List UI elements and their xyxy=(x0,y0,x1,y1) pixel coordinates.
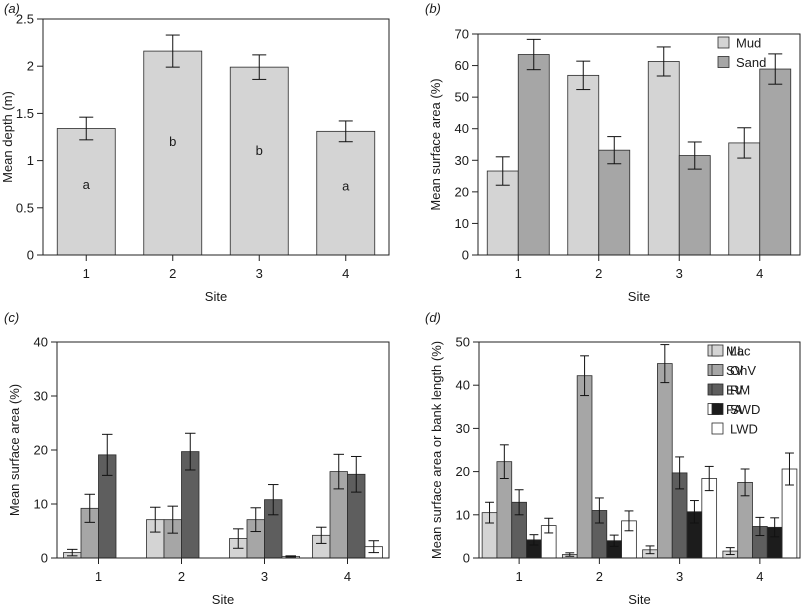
plot-frame xyxy=(42,18,390,256)
bar-ohv-site-2 xyxy=(576,375,593,559)
panel-label: (d) xyxy=(425,310,441,325)
y-tick-label: 0 xyxy=(462,248,469,263)
y-tick-label: 60 xyxy=(455,58,469,73)
y-tick-label: 1.5 xyxy=(16,106,34,121)
y-tick-label: 1 xyxy=(27,153,34,168)
y-tick-label: 2.5 xyxy=(16,12,34,27)
legend-label-ohv: OhV xyxy=(730,363,756,378)
y-axis-title: Mean surface area (%) xyxy=(7,384,22,516)
plot-frame xyxy=(56,341,390,559)
panel-label: (c) xyxy=(4,310,19,325)
legend-label-ll: LL xyxy=(730,344,744,359)
legend-swatch-sand xyxy=(717,56,730,68)
legend-label-sv: SV xyxy=(726,363,744,378)
significance-letter: b xyxy=(256,143,263,158)
x-axis-title: Site xyxy=(628,592,650,607)
y-tick-label: 0 xyxy=(41,551,48,566)
legend-swatch-swd xyxy=(711,403,724,415)
y-tick-label: 40 xyxy=(34,335,48,350)
x-axis-title: Site xyxy=(628,289,650,304)
legend-swatch-ohv xyxy=(711,364,724,376)
panel-a: (a) 0 0.5 1 1.5 2 2.5 1 2 3 4 Site Mean depth (m) a b b… xyxy=(0,1,390,304)
y-tick-label: 30 xyxy=(34,389,48,404)
y-tick-label: 30 xyxy=(456,421,470,436)
x-tick-label: 3 xyxy=(256,266,263,281)
y-axis-title: Mean surface area or bank length (%) xyxy=(429,341,444,559)
y-axis-title: Mean depth (m) xyxy=(0,91,15,183)
y-tick-label: 0.5 xyxy=(16,200,34,215)
bar-value-site-1 xyxy=(56,128,116,256)
x-axis-title: Site xyxy=(212,592,234,607)
bar-sand-site-3 xyxy=(678,155,711,256)
y-tick-label: 10 xyxy=(34,497,48,512)
bar-mud-site-3 xyxy=(647,61,680,256)
y-tick-label: 20 xyxy=(34,443,48,458)
y-tick-label: 70 xyxy=(455,27,469,42)
x-tick-label: 2 xyxy=(595,266,602,281)
x-tick-label: 1 xyxy=(95,569,102,584)
bar-mud-site-2 xyxy=(567,74,600,256)
legend-label-mac: Mac xyxy=(726,344,751,359)
y-tick-label: 10 xyxy=(455,216,469,231)
legend-label-lwd: LWD xyxy=(730,422,758,437)
x-tick-label: 3 xyxy=(261,569,268,584)
y-tick-label: 20 xyxy=(455,184,469,199)
bar-sand-site-2 xyxy=(598,149,631,256)
panel-b: (b) 0 10 20 30 40 50 60 70 1 2 3 4 Site Mean surface a… xyxy=(425,1,801,304)
legend-label-sand: Sand xyxy=(736,55,766,70)
legend-label-swd: SWD xyxy=(730,402,760,417)
x-tick-label: 1 xyxy=(516,569,523,584)
x-tick-label: 4 xyxy=(756,266,763,281)
y-tick-label: 50 xyxy=(456,335,470,350)
panel-label: (b) xyxy=(425,1,441,16)
x-tick-label: 4 xyxy=(344,569,351,584)
x-tick-label: 2 xyxy=(169,266,176,281)
y-tick-label: 20 xyxy=(456,464,470,479)
x-tick-label: 3 xyxy=(676,266,683,281)
x-tick-label: 2 xyxy=(178,569,185,584)
bar-value-site-2 xyxy=(143,50,203,256)
bar-mud-site-4 xyxy=(728,142,761,256)
x-tick-label: 2 xyxy=(596,569,603,584)
y-axis-title: Mean surface area (%) xyxy=(428,78,443,210)
y-tick-label: 10 xyxy=(456,507,470,522)
plot-frame xyxy=(478,341,801,559)
x-tick-label: 4 xyxy=(756,569,763,584)
x-tick-label: 4 xyxy=(342,266,349,281)
x-tick-label: 1 xyxy=(515,266,522,281)
significance-letter: a xyxy=(342,179,350,194)
y-tick-label: 30 xyxy=(455,153,469,168)
y-tick-label: 2 xyxy=(27,59,34,74)
panel-label: (a) xyxy=(4,1,20,16)
bar-value-site-3 xyxy=(229,66,289,256)
legend-swatch-lwd xyxy=(711,422,724,435)
legend-swatch-ll xyxy=(711,344,724,357)
legend-swatch-mud xyxy=(717,36,730,49)
bar-sand-site-1 xyxy=(517,54,550,256)
bar-sand-site-4 xyxy=(759,68,792,256)
legend-label-fa: FA xyxy=(726,402,742,417)
x-tick-label: 3 xyxy=(676,569,683,584)
x-tick-label: 1 xyxy=(83,266,90,281)
y-tick-label: 40 xyxy=(456,378,470,393)
y-tick-label: 0 xyxy=(463,551,470,566)
x-axis-title: Site xyxy=(205,289,227,304)
panel-d: (d) 0 10 20 30 40 50 1 2 3 4 Site Mean surface area … xyxy=(425,310,801,607)
plot-frame xyxy=(477,33,801,256)
significance-letter: a xyxy=(83,177,91,192)
bar-ohv-site-3 xyxy=(657,363,673,559)
legend-label-rm: RM xyxy=(730,383,750,398)
y-tick-label: 50 xyxy=(455,90,469,105)
y-tick-label: 40 xyxy=(455,121,469,136)
legend-label-ev: EV xyxy=(726,383,744,398)
legend-swatch-rm xyxy=(711,383,724,396)
legend-label-mud: Mud xyxy=(736,36,761,51)
y-tick-label: 0 xyxy=(27,248,34,263)
significance-letter: b xyxy=(169,134,176,149)
